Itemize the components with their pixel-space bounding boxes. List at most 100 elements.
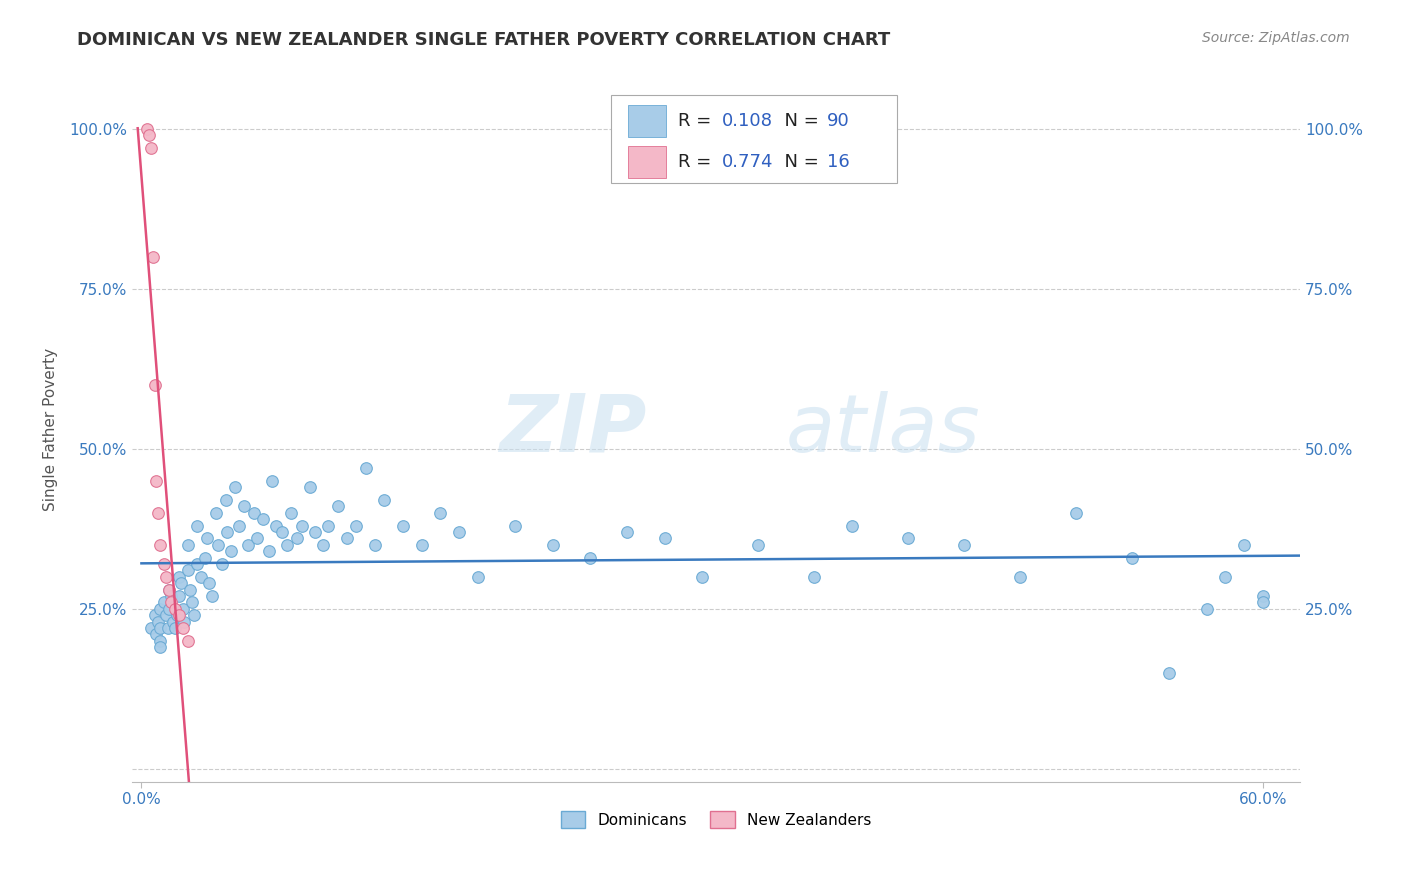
Point: [264, 518, 287, 533]
Text: R =: R =: [678, 112, 717, 130]
Point: [1159, 665, 1181, 680]
Point: [143, 608, 166, 623]
Point: [139, 621, 162, 635]
Point: [1233, 538, 1256, 552]
Point: [207, 538, 229, 552]
Point: [1195, 602, 1218, 616]
Point: [228, 518, 250, 533]
Point: [170, 576, 193, 591]
Text: 0.774: 0.774: [721, 153, 773, 170]
Point: [155, 608, 177, 623]
Point: [173, 615, 195, 629]
Point: [318, 518, 340, 533]
Point: [579, 550, 602, 565]
Point: [262, 474, 284, 488]
Point: [159, 582, 181, 597]
Point: [149, 640, 172, 655]
Point: [143, 377, 166, 392]
Point: [149, 621, 172, 635]
Point: [690, 570, 713, 584]
Point: [139, 141, 162, 155]
Point: [177, 633, 200, 648]
Point: [246, 532, 269, 546]
Point: [177, 563, 200, 577]
Text: 0.108: 0.108: [721, 112, 773, 130]
Point: [392, 518, 415, 533]
Point: [270, 524, 292, 539]
Point: [201, 589, 224, 603]
Point: [172, 602, 194, 616]
Point: [312, 538, 335, 552]
Point: [177, 538, 200, 552]
Point: [276, 538, 298, 552]
Legend: Dominicans, New Zealanders: Dominicans, New Zealanders: [555, 805, 877, 834]
Point: [354, 461, 377, 475]
Text: 16: 16: [827, 153, 849, 170]
Point: [236, 538, 259, 552]
Point: [148, 506, 170, 520]
Point: [1064, 506, 1087, 520]
Point: [156, 621, 179, 635]
Text: atlas: atlas: [786, 391, 981, 468]
Point: [166, 608, 188, 623]
Point: [186, 518, 208, 533]
Point: [172, 621, 194, 635]
Point: [195, 532, 218, 546]
Point: [145, 474, 167, 488]
Point: [219, 544, 242, 558]
Point: [841, 518, 863, 533]
Point: [336, 532, 359, 546]
Point: [149, 538, 172, 552]
Text: DOMINICAN VS NEW ZEALANDER SINGLE FATHER POVERTY CORRELATION CHART: DOMINICAN VS NEW ZEALANDER SINGLE FATHER…: [77, 31, 890, 49]
Point: [616, 524, 638, 539]
Y-axis label: Single Father Poverty: Single Father Poverty: [44, 348, 58, 511]
Point: [449, 524, 471, 539]
Point: [503, 518, 526, 533]
Point: [190, 570, 212, 584]
Point: [138, 128, 160, 142]
Point: [180, 595, 202, 609]
Point: [429, 506, 451, 520]
Point: [194, 550, 217, 565]
Point: [179, 582, 201, 597]
Point: [160, 595, 183, 609]
Point: [304, 524, 326, 539]
Point: [257, 544, 280, 558]
Point: [242, 506, 264, 520]
Point: [167, 570, 190, 584]
Text: N =: N =: [773, 153, 825, 170]
Point: [747, 538, 769, 552]
Text: R =: R =: [678, 153, 717, 170]
FancyBboxPatch shape: [628, 145, 666, 178]
Point: [280, 506, 302, 520]
Point: [1251, 589, 1274, 603]
Point: [224, 480, 246, 494]
Point: [165, 602, 187, 616]
Point: [298, 480, 321, 494]
Point: [183, 608, 205, 623]
Point: [344, 518, 367, 533]
Point: [149, 602, 172, 616]
Point: [217, 524, 239, 539]
Point: [1008, 570, 1031, 584]
Point: [654, 532, 676, 546]
Point: [142, 250, 165, 264]
Point: [541, 538, 564, 552]
Point: [167, 608, 190, 623]
Point: [364, 538, 387, 552]
Point: [149, 633, 172, 648]
Point: [214, 493, 236, 508]
Point: [148, 615, 170, 629]
Point: [162, 615, 184, 629]
Point: [167, 589, 190, 603]
Point: [1213, 570, 1236, 584]
Point: [373, 493, 395, 508]
Point: [1121, 550, 1143, 565]
Point: [411, 538, 433, 552]
Point: [159, 602, 181, 616]
Point: [153, 557, 176, 571]
Point: [803, 570, 825, 584]
Text: ZIP: ZIP: [499, 391, 645, 468]
Point: [136, 121, 159, 136]
Point: [233, 500, 256, 514]
